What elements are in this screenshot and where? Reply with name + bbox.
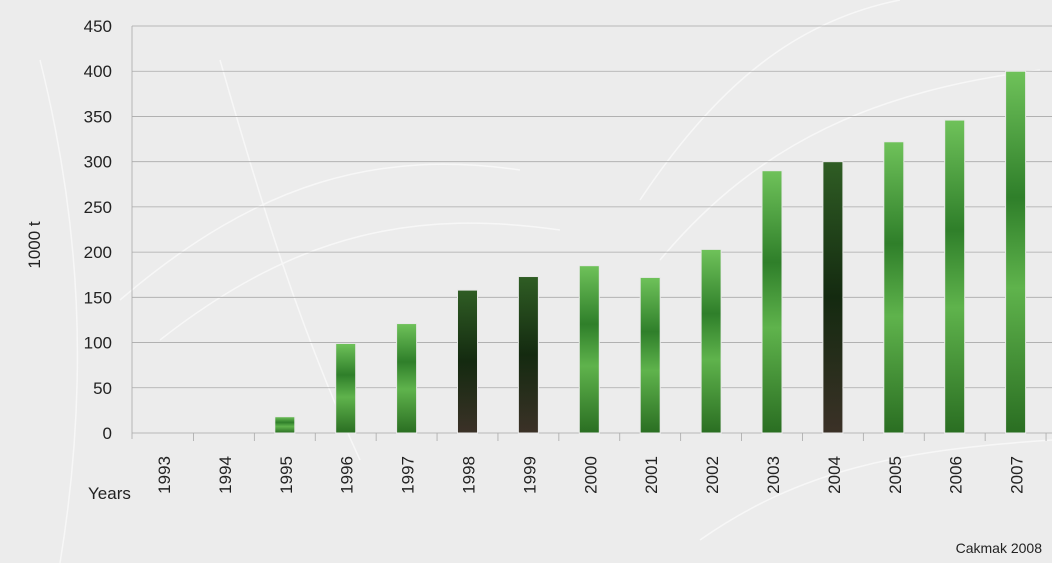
x-tick-label: 2004 <box>825 456 844 494</box>
x-tick-label: 2001 <box>642 456 661 494</box>
source-note: Cakmak 2008 <box>956 540 1043 556</box>
x-tick-label: 1994 <box>216 456 235 494</box>
y-tick-label: 150 <box>84 288 112 307</box>
bars <box>274 70 1027 434</box>
x-axis-title: Years <box>88 484 131 503</box>
bar-2001 <box>639 276 661 434</box>
x-tick-label: 1998 <box>460 456 479 494</box>
y-tick-label: 200 <box>84 243 112 262</box>
y-tick-label: 0 <box>103 424 112 443</box>
x-tick-labels: 1993 1994 1995 1996 1997 1998 1999 2000 2001 2002… <box>155 456 1027 494</box>
y-tick-labels: 0 50 100 150 200 250 300 350 400 450 <box>84 17 112 443</box>
x-tick-label: 2005 <box>886 456 905 494</box>
y-tick-label: 400 <box>84 62 112 81</box>
x-tick-label: 2007 <box>1008 456 1027 494</box>
bar-2006 <box>944 119 966 434</box>
bar-1997 <box>396 323 418 434</box>
y-tick-label: 350 <box>84 107 112 126</box>
x-tick-label: 1995 <box>277 456 296 494</box>
bar-2003 <box>761 170 783 434</box>
bar-2002 <box>700 248 722 434</box>
bar-1999 <box>517 276 539 434</box>
x-tick-label: 1996 <box>338 456 357 494</box>
bar-2007 <box>1005 70 1027 434</box>
x-tick-label: 2000 <box>581 456 600 494</box>
bar-2005 <box>883 141 905 434</box>
bar-1995 <box>274 416 296 434</box>
x-tick-label: 1999 <box>520 456 539 494</box>
y-tick-label: 100 <box>84 334 112 353</box>
bar-2000 <box>578 265 600 434</box>
x-tick-label: 2003 <box>764 456 783 494</box>
x-tick-label: 2006 <box>947 456 966 494</box>
y-tick-label: 450 <box>84 17 112 36</box>
y-tick-label: 50 <box>93 379 112 398</box>
y-tick-label: 250 <box>84 198 112 217</box>
x-tick-label: 1993 <box>155 456 174 494</box>
x-tick-label: 2002 <box>703 456 722 494</box>
y-tick-label: 300 <box>84 153 112 172</box>
x-tick-label: 1997 <box>399 456 418 494</box>
bar-2004 <box>822 161 844 434</box>
y-axis-title: 1000 t <box>25 221 44 269</box>
bar-1998 <box>457 289 478 434</box>
bar-1996 <box>335 342 357 434</box>
